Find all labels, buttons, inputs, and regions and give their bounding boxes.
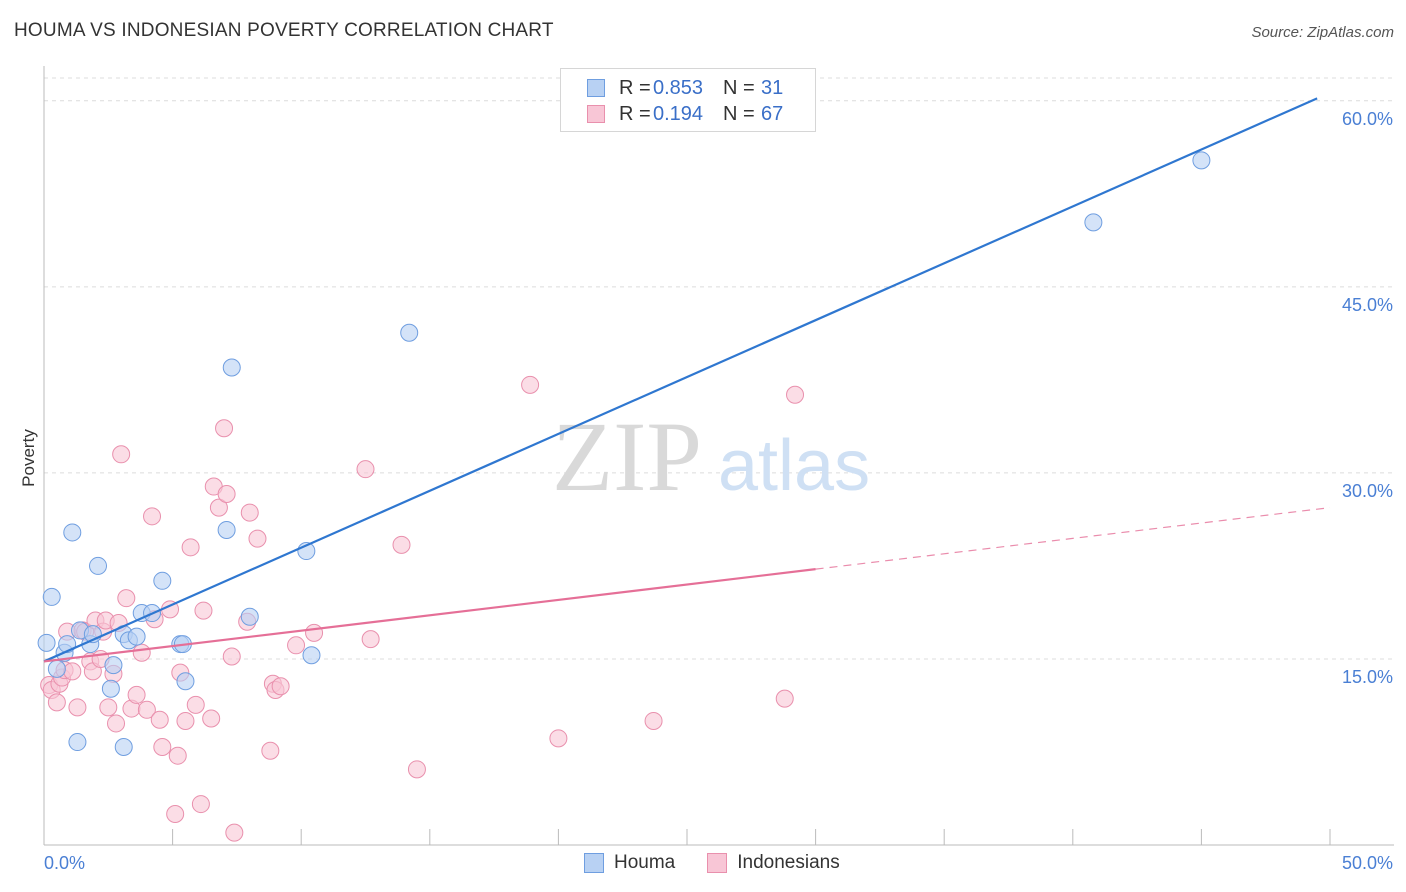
indonesians-point [209, 498, 228, 517]
legend-label-indonesians: Indonesians [737, 852, 840, 873]
houma-point [1192, 151, 1211, 170]
legend-row-houma: R = 0.853 N = 31 [587, 76, 783, 100]
indonesians-point [127, 685, 146, 704]
indonesians-point [63, 662, 82, 681]
series-legend: Houma Indonesians [584, 852, 872, 874]
houma-point [302, 646, 321, 665]
source-label: Source: ZipAtlas.com [1251, 24, 1394, 41]
houma-swatch [584, 853, 604, 873]
indonesians-point [181, 538, 200, 557]
houma-point [104, 656, 123, 675]
indonesians-point [150, 710, 169, 729]
indonesians-point [194, 601, 213, 620]
indonesians-point [215, 419, 234, 438]
indonesians-point [356, 460, 375, 479]
indonesians-point [143, 507, 162, 526]
indonesians-point [287, 636, 306, 655]
indonesians-swatch [707, 853, 728, 873]
houma-point [217, 520, 236, 539]
indonesians-point [392, 535, 411, 554]
houma-point [42, 587, 61, 606]
indonesians-point [225, 823, 244, 842]
houma-point [153, 571, 172, 590]
x-tick-label-min: 0.0% [44, 853, 85, 873]
legend-r-value: 0.194 [653, 102, 704, 125]
legend-r-label: R = [619, 102, 651, 125]
indonesians-point [153, 738, 172, 757]
indonesians-trendline [43, 568, 816, 663]
houma-point [37, 633, 56, 652]
x-tick-label-max: 50.0% [1342, 853, 1393, 873]
houma-point [176, 672, 195, 691]
houma-point [68, 733, 87, 752]
legend-n-value: 67 [761, 102, 784, 125]
indonesians-point [112, 445, 131, 464]
legend-swatch-houma [587, 79, 605, 97]
indonesians-point [271, 677, 290, 696]
legend-item-houma[interactable]: Houma [584, 852, 675, 874]
indonesians-point [47, 693, 66, 712]
houma-point [63, 523, 82, 542]
indonesians-point [644, 711, 663, 730]
houma-point [47, 659, 66, 678]
chart-title: HOUMA VS INDONESIAN POVERTY CORRELATION … [14, 20, 554, 41]
y-tick-label: 60.0% [1342, 109, 1393, 129]
indonesians-point [132, 643, 151, 662]
indonesians-point [117, 589, 136, 608]
indonesians-trendline-extension [815, 507, 1331, 570]
indonesians-point [222, 647, 241, 666]
indonesians-point [549, 729, 568, 748]
houma-point [240, 607, 259, 626]
indonesians-point [407, 760, 426, 779]
legend-label-houma: Houma [614, 852, 676, 873]
indonesians-point [168, 746, 187, 765]
indonesians-point [786, 385, 805, 404]
legend-r-label: R = [619, 76, 651, 99]
houma-point [114, 738, 133, 757]
houma-point [1084, 213, 1103, 232]
houma-point [222, 358, 241, 377]
houma-point [400, 323, 419, 342]
indonesians-point [186, 695, 205, 714]
indonesians-point [202, 709, 221, 728]
houma-point [127, 627, 146, 646]
indonesians-point [240, 503, 259, 522]
indonesians-point [99, 698, 118, 717]
indonesians-point [166, 804, 185, 823]
legend-item-indonesians[interactable]: Indonesians [707, 852, 840, 874]
y-axis-label: Poverty [19, 429, 38, 487]
watermark-atlas: atlas [718, 426, 870, 506]
indonesians-point [68, 698, 87, 717]
axis-layer: 15.0% 30.0% 45.0% 60.0% 0.0% 50.0% [43, 66, 1394, 873]
indonesians-point [521, 375, 540, 394]
indonesians-point [191, 795, 210, 814]
legend-n-label: N = [723, 102, 755, 125]
legend-n-label: N = [723, 76, 755, 99]
indonesians-point [305, 623, 324, 642]
houma-trendline [43, 97, 1318, 663]
legend-r-value: 0.853 [653, 76, 704, 99]
indonesians-point [261, 741, 280, 760]
indonesians-point [775, 689, 794, 708]
trend-layer [43, 97, 1331, 663]
houma-point [89, 556, 108, 575]
indonesians-point [361, 630, 380, 649]
indonesians-point [137, 700, 156, 719]
y-tick-label: 15.0% [1342, 667, 1393, 687]
legend-n-value: 31 [761, 76, 784, 99]
indonesians-point [248, 529, 267, 548]
legend-swatch-indonesians [587, 105, 605, 123]
y-tick-label: 45.0% [1342, 295, 1393, 315]
watermark-zip: ZIP [552, 401, 702, 512]
stats-legend: R = 0.853 N = 31 R = 0.194 N = 67 [560, 68, 816, 132]
legend-row-indonesians: R = 0.194 N = 67 [587, 102, 783, 126]
houma-point [101, 679, 120, 698]
indonesians-point [176, 711, 195, 730]
y-tick-label: 30.0% [1342, 481, 1393, 501]
indonesians-point [107, 714, 126, 733]
indonesians-point [217, 484, 236, 503]
